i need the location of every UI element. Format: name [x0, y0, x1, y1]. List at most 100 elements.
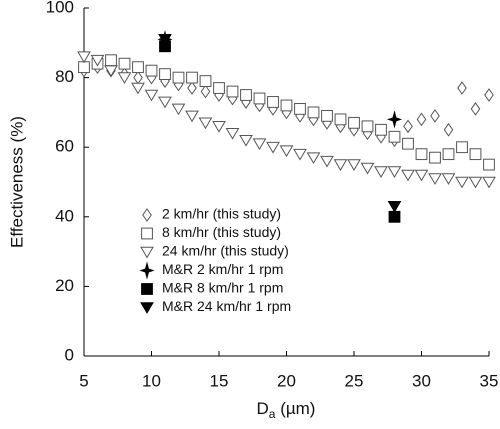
marker-square — [118, 57, 131, 70]
marker-triangle — [360, 162, 375, 175]
marker-diamond — [403, 119, 413, 134]
marker-triangle — [293, 148, 307, 161]
marker-square — [348, 116, 360, 129]
marker-square — [429, 151, 441, 164]
y-tick-label: 100 — [46, 0, 74, 16]
marker-triangle — [90, 54, 105, 67]
marker-square — [199, 75, 212, 87]
marker-triangle — [266, 141, 280, 154]
marker-triangle — [428, 173, 442, 185]
marker-square — [213, 82, 225, 94]
marker-triangle — [306, 152, 321, 165]
marker-triangle — [468, 176, 483, 189]
marker-square — [267, 96, 279, 108]
x-label-sub: a — [269, 407, 276, 421]
marker-star — [386, 110, 403, 129]
marker-square — [159, 68, 171, 81]
y-axis-label: Effectiveness (%) — [7, 116, 26, 248]
legend-label: 8 km/hr (this study) — [162, 224, 281, 240]
x-label-unit: (µm) — [275, 399, 315, 418]
marker-triangle — [401, 169, 415, 182]
marker-diamond — [443, 122, 454, 137]
y-tick-label: 40 — [55, 206, 74, 225]
marker-diamond — [133, 70, 143, 85]
marker-triangle — [441, 173, 456, 185]
x-axis-label: Da (µm) — [257, 399, 316, 421]
marker-square — [78, 61, 90, 74]
x-tick-label: 15 — [210, 371, 229, 390]
marker-triangle — [252, 138, 267, 151]
marker-triangle — [225, 127, 240, 140]
marker-triangle — [239, 134, 253, 147]
marker-square — [442, 148, 455, 161]
marker-triangle — [482, 176, 496, 189]
marker-diamond — [200, 84, 211, 99]
legend-label: M&R 8 km/hr 1 rpm — [162, 280, 283, 296]
y-tick-label: 80 — [55, 67, 74, 86]
marker-square — [172, 71, 185, 84]
marker-square — [402, 137, 414, 150]
marker-square — [253, 92, 266, 105]
x-tick-label: 5 — [79, 371, 88, 390]
legend-label: 24 km/hr (this study) — [162, 243, 289, 259]
marker-square — [321, 109, 333, 122]
marker-triangle — [131, 82, 145, 95]
legend-marker — [140, 246, 154, 259]
marker-square — [226, 85, 239, 98]
marker-square — [375, 123, 387, 136]
marker-square — [307, 106, 320, 119]
marker-square — [415, 148, 428, 161]
marker-triangle — [117, 72, 132, 84]
marker-square — [334, 113, 347, 126]
marker-triangle — [212, 121, 226, 133]
marker-square — [469, 148, 482, 161]
marker-square — [132, 61, 144, 74]
marker-triangle — [333, 159, 348, 171]
marker-square — [483, 158, 495, 171]
marker-triangle — [347, 159, 361, 171]
marker-triangle — [374, 166, 388, 178]
legend-marker — [141, 227, 153, 240]
marker-triangle — [320, 155, 334, 168]
marker-triangle — [279, 145, 294, 158]
marker-diamond — [187, 81, 197, 95]
marker-triangle — [104, 65, 118, 78]
marker-triangle — [158, 96, 172, 109]
legend-marker — [141, 283, 153, 295]
marker-triangle — [387, 201, 402, 213]
marker-triangle — [387, 166, 402, 178]
x-tick-label: 25 — [345, 371, 364, 390]
marker-square — [388, 210, 401, 223]
marker-diamond — [484, 88, 494, 102]
marker-square — [105, 54, 117, 67]
marker-square — [145, 64, 158, 77]
marker-square — [240, 89, 252, 101]
x-tick-label: 30 — [412, 371, 431, 390]
legend-marker — [142, 208, 152, 222]
x-tick-label: 20 — [277, 371, 296, 390]
marker-square — [280, 99, 293, 112]
y-tick-label: 60 — [55, 137, 74, 156]
marker-triangle — [77, 51, 91, 64]
marker-triangle — [198, 117, 213, 130]
marker-diamond — [430, 109, 440, 123]
legend-label: 2 km/hr (this study) — [162, 206, 281, 222]
marker-diamond — [470, 102, 481, 116]
marker-triangle — [414, 169, 429, 182]
y-tick-label: 0 — [65, 345, 74, 364]
marker-diamond — [457, 81, 467, 95]
x-label-main: D — [257, 399, 269, 418]
marker-square — [388, 130, 401, 143]
x-tick-label: 35 — [480, 371, 499, 390]
x-tick-label: 10 — [142, 371, 161, 390]
legend-marker — [140, 302, 154, 314]
marker-triangle — [455, 176, 469, 189]
marker-square — [361, 120, 374, 133]
legend-marker — [139, 261, 155, 280]
marker-triangle — [158, 34, 172, 46]
marker-diamond — [416, 112, 427, 127]
legend-label: M&R 2 km/hr 1 rpm — [162, 261, 283, 277]
y-tick-label: 20 — [55, 276, 74, 295]
marker-triangle — [144, 89, 159, 102]
